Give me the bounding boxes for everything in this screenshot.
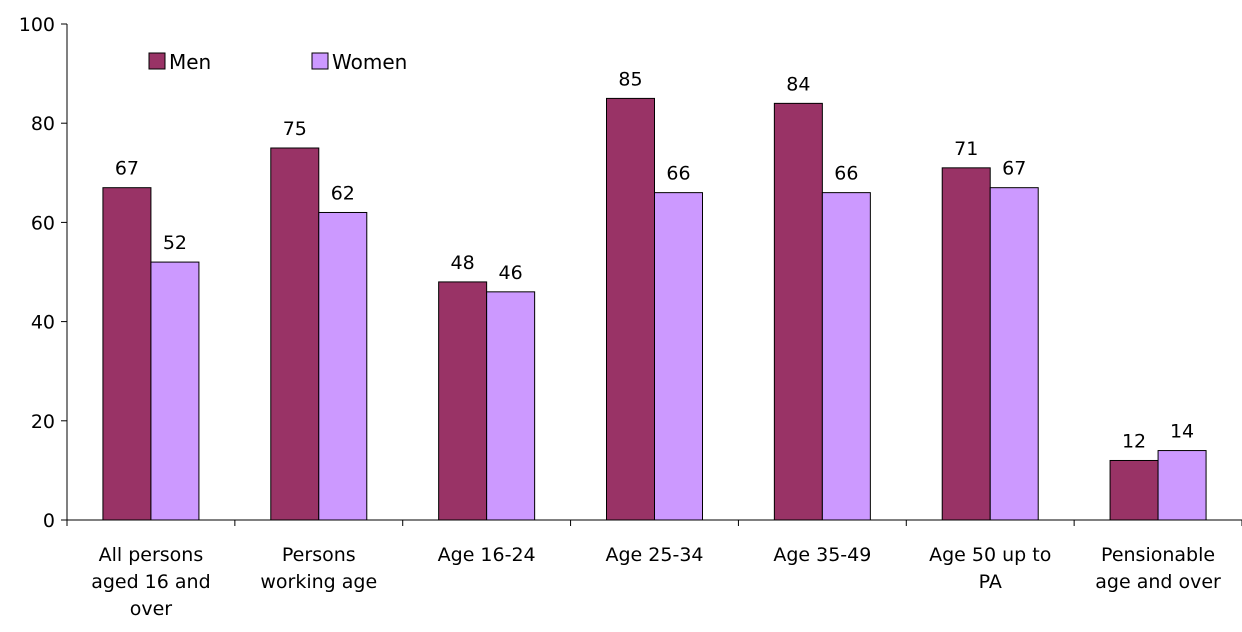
x-tick-label: Age 35-49: [773, 544, 871, 566]
bar-men: [270, 147, 320, 521]
data-label: 52: [163, 232, 187, 254]
value-labels: 67 52 75 62 48 46 85 66 84 66 71 67 12 14: [115, 68, 1194, 452]
bar-women: [1157, 450, 1207, 521]
x-tick-label: Age 16-24: [438, 544, 536, 566]
legend-label-men: Men: [169, 50, 211, 74]
data-label: 85: [618, 68, 642, 90]
y-tick-label: 100: [19, 14, 55, 36]
data-label: 62: [331, 182, 355, 204]
y-tick-label: 40: [31, 312, 55, 334]
data-label: 75: [283, 118, 307, 140]
y-tick-label: 80: [31, 113, 55, 135]
x-tick-label: Persons: [282, 544, 356, 566]
bar-women: [821, 192, 871, 521]
data-label: 12: [1122, 430, 1146, 452]
x-tick-label: All persons: [99, 544, 204, 566]
legend-swatch-men: [148, 52, 166, 70]
x-tick-label: Age 25-34: [606, 544, 704, 566]
data-label: 84: [786, 73, 810, 95]
bar-women: [318, 211, 368, 521]
x-tick-label: Pensionable: [1101, 544, 1215, 566]
y-tick-label: 0: [43, 510, 55, 532]
data-label: 14: [1170, 421, 1194, 443]
x-tick-label: age and over: [1095, 571, 1221, 593]
x-tick-label: working age: [260, 571, 377, 593]
y-axis: 0 20 40 60 80 100: [19, 14, 68, 532]
bar-women: [150, 261, 200, 521]
data-label: 67: [115, 158, 139, 180]
bar-women: [989, 187, 1039, 521]
data-label: 46: [499, 262, 523, 284]
x-axis: All persons aged 16 and over Persons working…: [66, 519, 1242, 620]
bar-women: [486, 291, 536, 521]
x-tick-label: over: [130, 598, 173, 620]
bar-women: [654, 192, 703, 521]
bar-men: [941, 167, 991, 521]
bar-men: [438, 281, 488, 521]
bar-men: [773, 102, 823, 521]
y-tick-label: 60: [31, 212, 55, 234]
legend-label-women: Women: [332, 50, 407, 74]
legend: Men Women: [148, 50, 407, 74]
data-label: 66: [666, 163, 690, 185]
bars: [102, 97, 1207, 521]
data-label: 48: [451, 252, 475, 274]
x-tick-label: aged 16 and: [91, 571, 210, 593]
data-label: 71: [954, 138, 978, 160]
x-tick-label: Age 50 up to: [929, 544, 1051, 566]
y-tick-label: 20: [31, 411, 55, 433]
bar-men: [102, 187, 152, 521]
data-label: 67: [1002, 158, 1026, 180]
legend-swatch-women: [311, 52, 329, 70]
bar-men: [606, 97, 655, 521]
bar-men: [1109, 459, 1159, 521]
x-tick-label: PA: [979, 571, 1002, 593]
data-label: 66: [834, 163, 858, 185]
